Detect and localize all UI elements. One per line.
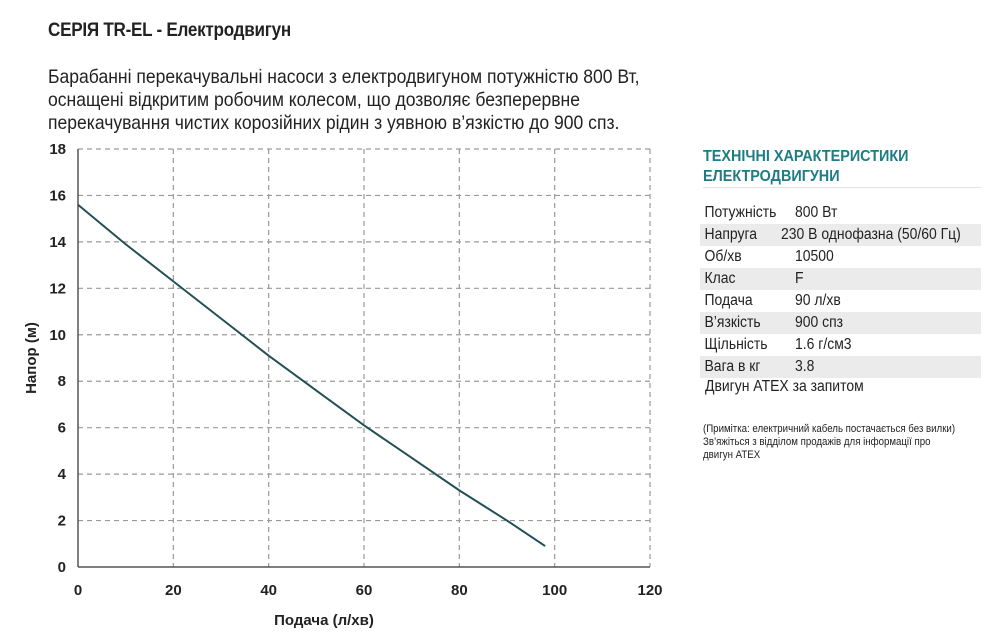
axes (77, 149, 650, 568)
spec-label: Подача (704, 292, 753, 309)
description: Барабанні перекачувальні насоси з електр… (48, 66, 639, 135)
description-line: перекачування чистих корозійних рідин з … (48, 112, 620, 134)
divider (703, 187, 981, 188)
x-tick-label: 40 (260, 582, 277, 599)
spec-row-viscosity: В’язкість 900 спз (700, 312, 981, 334)
y-tick-label: 8 (58, 373, 66, 390)
y-axis-label: Напор (м) (23, 322, 40, 394)
footnote: (Примітка: електричний кабель постачаєть… (703, 423, 955, 462)
x-tick-label: 100 (542, 582, 567, 599)
spec-value: 230 В однофазна (50/60 Гц) (781, 226, 962, 243)
spec-value: 900 спз (795, 314, 844, 331)
specs-heading-line: ЕЛЕКТРОДВИГУНИ (703, 168, 840, 185)
description-line: Барабанні перекачувальні насоси з електр… (48, 66, 640, 88)
series (77, 203, 546, 547)
x-tick-label: 0 (74, 582, 82, 599)
spec-label: Вага в кг (704, 358, 761, 375)
spec-label: Клас (704, 270, 736, 287)
spec-value: 3.8 (795, 358, 815, 375)
y-tick-label: 14 (49, 234, 66, 251)
spec-label: В’язкість (704, 314, 761, 331)
x-tick-label: 120 (637, 582, 662, 599)
y-tick-label: 16 (49, 187, 66, 204)
specs-heading-line: ТЕХНІЧНІ ХАРАКТЕРИСТИКИ (703, 148, 909, 165)
description-line: оснащені відкритим робочим колесом, що д… (48, 89, 580, 111)
spec-value: 90 л/хв (795, 292, 841, 309)
spec-value: 800 Вт (795, 204, 838, 221)
footnote-line: (Примітка: електричний кабель постачаєть… (703, 423, 956, 435)
spec-row-weight: Вага в кг 3.8 (700, 356, 981, 378)
spec-value: F (795, 270, 804, 287)
pump-curve-chart: 0 20 40 60 80 100 120 0 2 4 6 8 10 12 14 16 18 Подача (л… (23, 141, 663, 629)
y-tick-label: 0 (58, 559, 66, 576)
spec-row-class: Клас F (700, 268, 981, 290)
spec-row-flow: Подача 90 л/хв (700, 290, 981, 312)
y-tick-label: 18 (49, 141, 66, 158)
x-tick-label: 60 (356, 582, 373, 599)
footnote-line: Зв’яжіться з відділом продажів для інфор… (703, 436, 931, 448)
spec-value: 10500 (795, 248, 834, 265)
x-tick-label: 20 (165, 582, 182, 599)
spec-label: Об/хв (704, 248, 742, 265)
spec-row-rpm: Об/хв 10500 (700, 246, 981, 268)
y-tick-label: 2 (58, 513, 66, 530)
specs-table: Потужність 800 Вт Напруга 230 В однофазна … (700, 202, 981, 378)
spec-value: 1.6 г/см3 (795, 336, 852, 353)
spec-label: Потужність (704, 204, 777, 221)
spec-row-voltage: Напруга 230 В однофазна (50/60 Гц) (700, 224, 981, 246)
spec-label: Щільність (704, 336, 768, 353)
footnote-line: двигун ATEX (703, 449, 761, 461)
performance-curve (77, 203, 546, 547)
x-tick-label: 80 (451, 582, 468, 599)
x-axis-label: Подача (л/хв) (274, 612, 374, 629)
y-tick-label: 4 (58, 466, 67, 483)
spec-row-density: Щільність 1.6 г/см3 (700, 334, 981, 356)
y-tick-label: 10 (49, 327, 66, 344)
tick-labels: 0 20 40 60 80 100 120 0 2 4 6 8 10 12 14 16 18 (49, 141, 662, 599)
atex-note: Двигун ATEX за запитом (705, 378, 864, 395)
y-tick-label: 12 (49, 280, 66, 297)
spec-row-power: Потужність 800 Вт (700, 202, 981, 224)
page-title: СЕРІЯ TR-EL - Електродвигун (48, 20, 291, 41)
grid (78, 148, 651, 567)
spec-label: Напруга (704, 226, 758, 243)
y-tick-label: 6 (58, 420, 66, 437)
specs-heading: ТЕХНІЧНІ ХАРАКТЕРИСТИКИ ЕЛЕКТРОДВИГУНИ (703, 147, 908, 187)
